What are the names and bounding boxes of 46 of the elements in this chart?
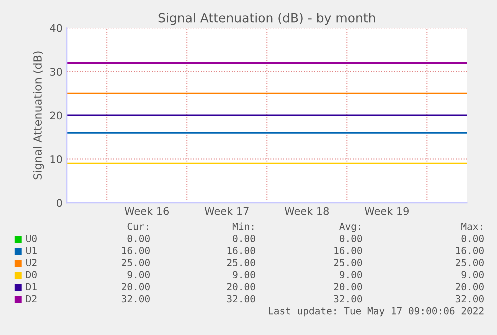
text: 0.00: [233, 235, 256, 242]
text: 20.00: [334, 283, 362, 291]
text: 25.00: [122, 259, 150, 266]
text: 20.00: [456, 283, 484, 291]
legend-label: U0: [26, 235, 37, 242]
text: 25.00: [227, 259, 256, 266]
text: 20.00: [227, 283, 256, 291]
legend-label: U2: [26, 259, 37, 266]
text: 20.00: [122, 283, 150, 291]
y-tick-label: 10: [50, 156, 62, 164]
y-axis-title: Signal Attenuation (dB): [33, 52, 44, 180]
text: 25.00: [456, 259, 484, 266]
y-tick-label: 20: [50, 112, 62, 120]
text: 32.00: [334, 295, 362, 303]
chart-title: Signal Attenuation (dB) - by month: [158, 13, 376, 26]
text: Cur:: [128, 222, 148, 230]
text: 9.00: [128, 271, 150, 279]
y-tick-label: 40: [50, 24, 62, 32]
legend-label: D0: [26, 271, 37, 279]
text: Last update: Tue May 17 09:00:06 2022: [269, 307, 484, 317]
legend-label: U1: [26, 247, 37, 254]
x-tick-label: Week 19: [364, 207, 409, 216]
legend-label: D2: [26, 295, 37, 303]
text: Min:: [232, 222, 254, 230]
text: 25.00: [334, 259, 362, 266]
text: 16.00: [456, 247, 484, 254]
text: 9.00: [340, 271, 362, 279]
text: 16.00: [122, 247, 150, 254]
text: Avg:: [340, 223, 360, 232]
text: 32.00: [227, 295, 256, 303]
x-tick-label: Week 17: [204, 207, 249, 216]
text: 32.00: [122, 295, 150, 303]
y-tick-label: 0: [56, 199, 62, 208]
x-tick-label: Week 16: [124, 207, 170, 216]
text: 9.00: [233, 271, 256, 279]
x-tick-label: Week 18: [284, 207, 329, 216]
text: 16.00: [228, 247, 256, 254]
text: 0.00: [462, 235, 484, 242]
text: 9.00: [462, 271, 484, 279]
text: 32.00: [456, 295, 484, 303]
text: 16.00: [334, 247, 362, 254]
text: Max:: [462, 223, 482, 230]
text: 0.00: [128, 235, 150, 242]
legend-label: D1: [26, 283, 37, 290]
text: 0.00: [340, 235, 362, 242]
y-tick-label: 30: [50, 68, 62, 76]
